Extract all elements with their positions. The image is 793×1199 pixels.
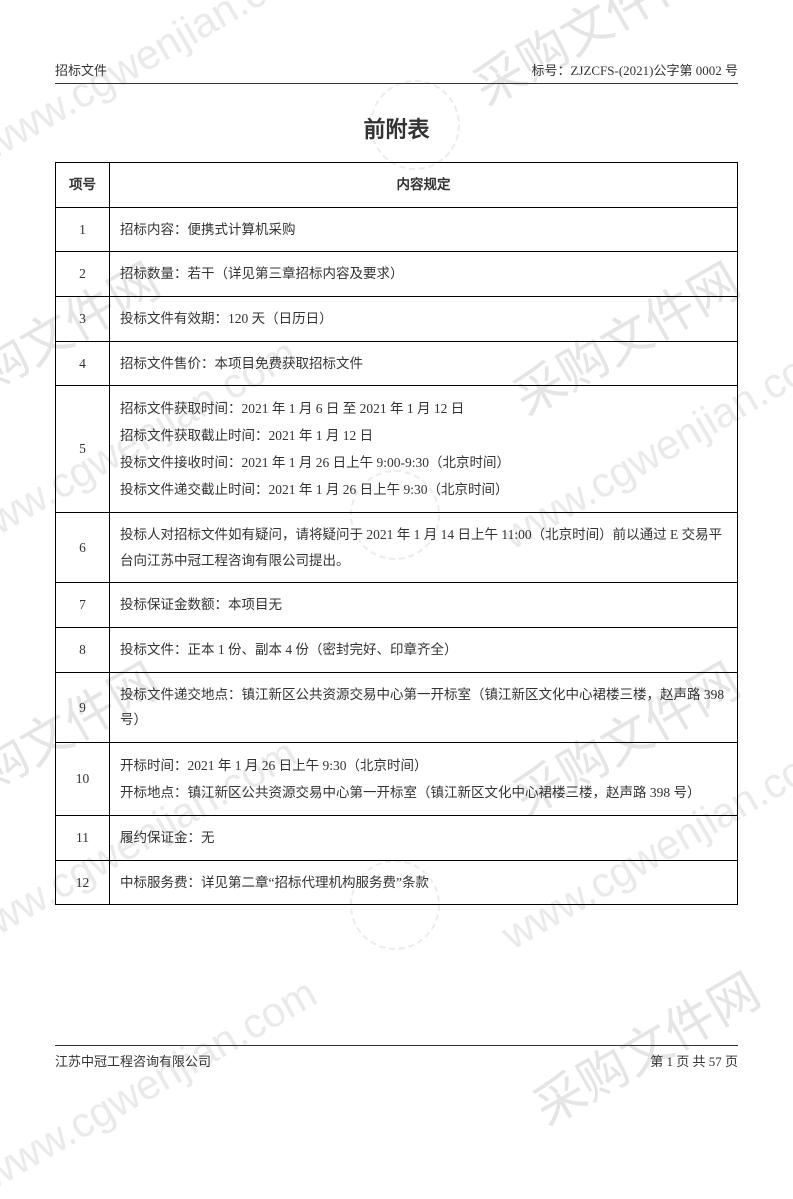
row-content: 开标时间：2021 年 1 月 26 日上午 9:30（北京时间）开标地点：镇江… bbox=[110, 743, 738, 816]
table-row: 2招标数量：若干（详见第三章招标内容及要求） bbox=[56, 252, 738, 297]
table-header-row: 项号 内容规定 bbox=[56, 163, 738, 208]
table-row: 12中标服务费：详见第二章“招标代理机构服务费”条款 bbox=[56, 860, 738, 905]
table-row: 5招标文件获取时间：2021 年 1 月 6 日 至 2021 年 1 月 12… bbox=[56, 386, 738, 513]
row-num: 3 bbox=[56, 296, 110, 341]
row-num: 4 bbox=[56, 341, 110, 386]
page-title: 前附表 bbox=[55, 112, 738, 144]
row-content: 招标数量：若干（详见第三章招标内容及要求） bbox=[110, 252, 738, 297]
row-content: 招标文件售价：本项目免费获取招标文件 bbox=[110, 341, 738, 386]
row-num: 7 bbox=[56, 583, 110, 628]
row-content: 招标文件获取时间：2021 年 1 月 6 日 至 2021 年 1 月 12 … bbox=[110, 386, 738, 513]
row-content: 投标保证金数额：本项目无 bbox=[110, 583, 738, 628]
row-content: 投标文件：正本 1 份、副本 4 份（密封完好、印章齐全） bbox=[110, 628, 738, 673]
row-num: 12 bbox=[56, 860, 110, 905]
table-row: 3投标文件有效期：120 天（日历日） bbox=[56, 296, 738, 341]
header-col-num: 项号 bbox=[56, 163, 110, 208]
table-row: 11履约保证金：无 bbox=[56, 816, 738, 861]
table-row: 4招标文件售价：本项目免费获取招标文件 bbox=[56, 341, 738, 386]
table-row: 6投标人对招标文件如有疑问，请将疑问于 2021 年 1 月 14 日上午 11… bbox=[56, 513, 738, 583]
row-num: 5 bbox=[56, 386, 110, 513]
row-content: 招标内容：便携式计算机采购 bbox=[110, 207, 738, 252]
table-row: 8投标文件：正本 1 份、副本 4 份（密封完好、印章齐全） bbox=[56, 628, 738, 673]
row-num: 1 bbox=[56, 207, 110, 252]
attachment-table: 项号 内容规定 1招标内容：便携式计算机采购2招标数量：若干（详见第三章招标内容… bbox=[55, 162, 738, 905]
page-header: 招标文件 标号：ZJZCFS-(2021)公字第 0002 号 bbox=[55, 60, 738, 84]
footer-right: 第 1 页 共 57 页 bbox=[650, 1051, 738, 1070]
header-col-content: 内容规定 bbox=[110, 163, 738, 208]
page-container: 招标文件 标号：ZJZCFS-(2021)公字第 0002 号 前附表 项号 内… bbox=[0, 0, 793, 1122]
row-num: 8 bbox=[56, 628, 110, 673]
row-num: 2 bbox=[56, 252, 110, 297]
footer-left: 江苏中冠工程咨询有限公司 bbox=[55, 1051, 211, 1070]
header-right: 标号：ZJZCFS-(2021)公字第 0002 号 bbox=[531, 60, 738, 79]
row-content: 投标文件有效期：120 天（日历日） bbox=[110, 296, 738, 341]
table-row: 7投标保证金数额：本项目无 bbox=[56, 583, 738, 628]
header-left: 招标文件 bbox=[55, 60, 107, 79]
table-row: 9投标文件递交地点：镇江新区公共资源交易中心第一开标室（镇江新区文化中心裙楼三楼… bbox=[56, 672, 738, 742]
row-num: 10 bbox=[56, 743, 110, 816]
row-content: 中标服务费：详见第二章“招标代理机构服务费”条款 bbox=[110, 860, 738, 905]
row-content: 投标文件递交地点：镇江新区公共资源交易中心第一开标室（镇江新区文化中心裙楼三楼，… bbox=[110, 672, 738, 742]
row-content: 投标人对招标文件如有疑问，请将疑问于 2021 年 1 月 14 日上午 11:… bbox=[110, 513, 738, 583]
table-row: 10开标时间：2021 年 1 月 26 日上午 9:30（北京时间）开标地点：… bbox=[56, 743, 738, 816]
row-num: 11 bbox=[56, 816, 110, 861]
row-num: 6 bbox=[56, 513, 110, 583]
table-row: 1招标内容：便携式计算机采购 bbox=[56, 207, 738, 252]
row-content: 履约保证金：无 bbox=[110, 816, 738, 861]
row-num: 9 bbox=[56, 672, 110, 742]
page-footer: 江苏中冠工程咨询有限公司 第 1 页 共 57 页 bbox=[55, 1045, 738, 1070]
